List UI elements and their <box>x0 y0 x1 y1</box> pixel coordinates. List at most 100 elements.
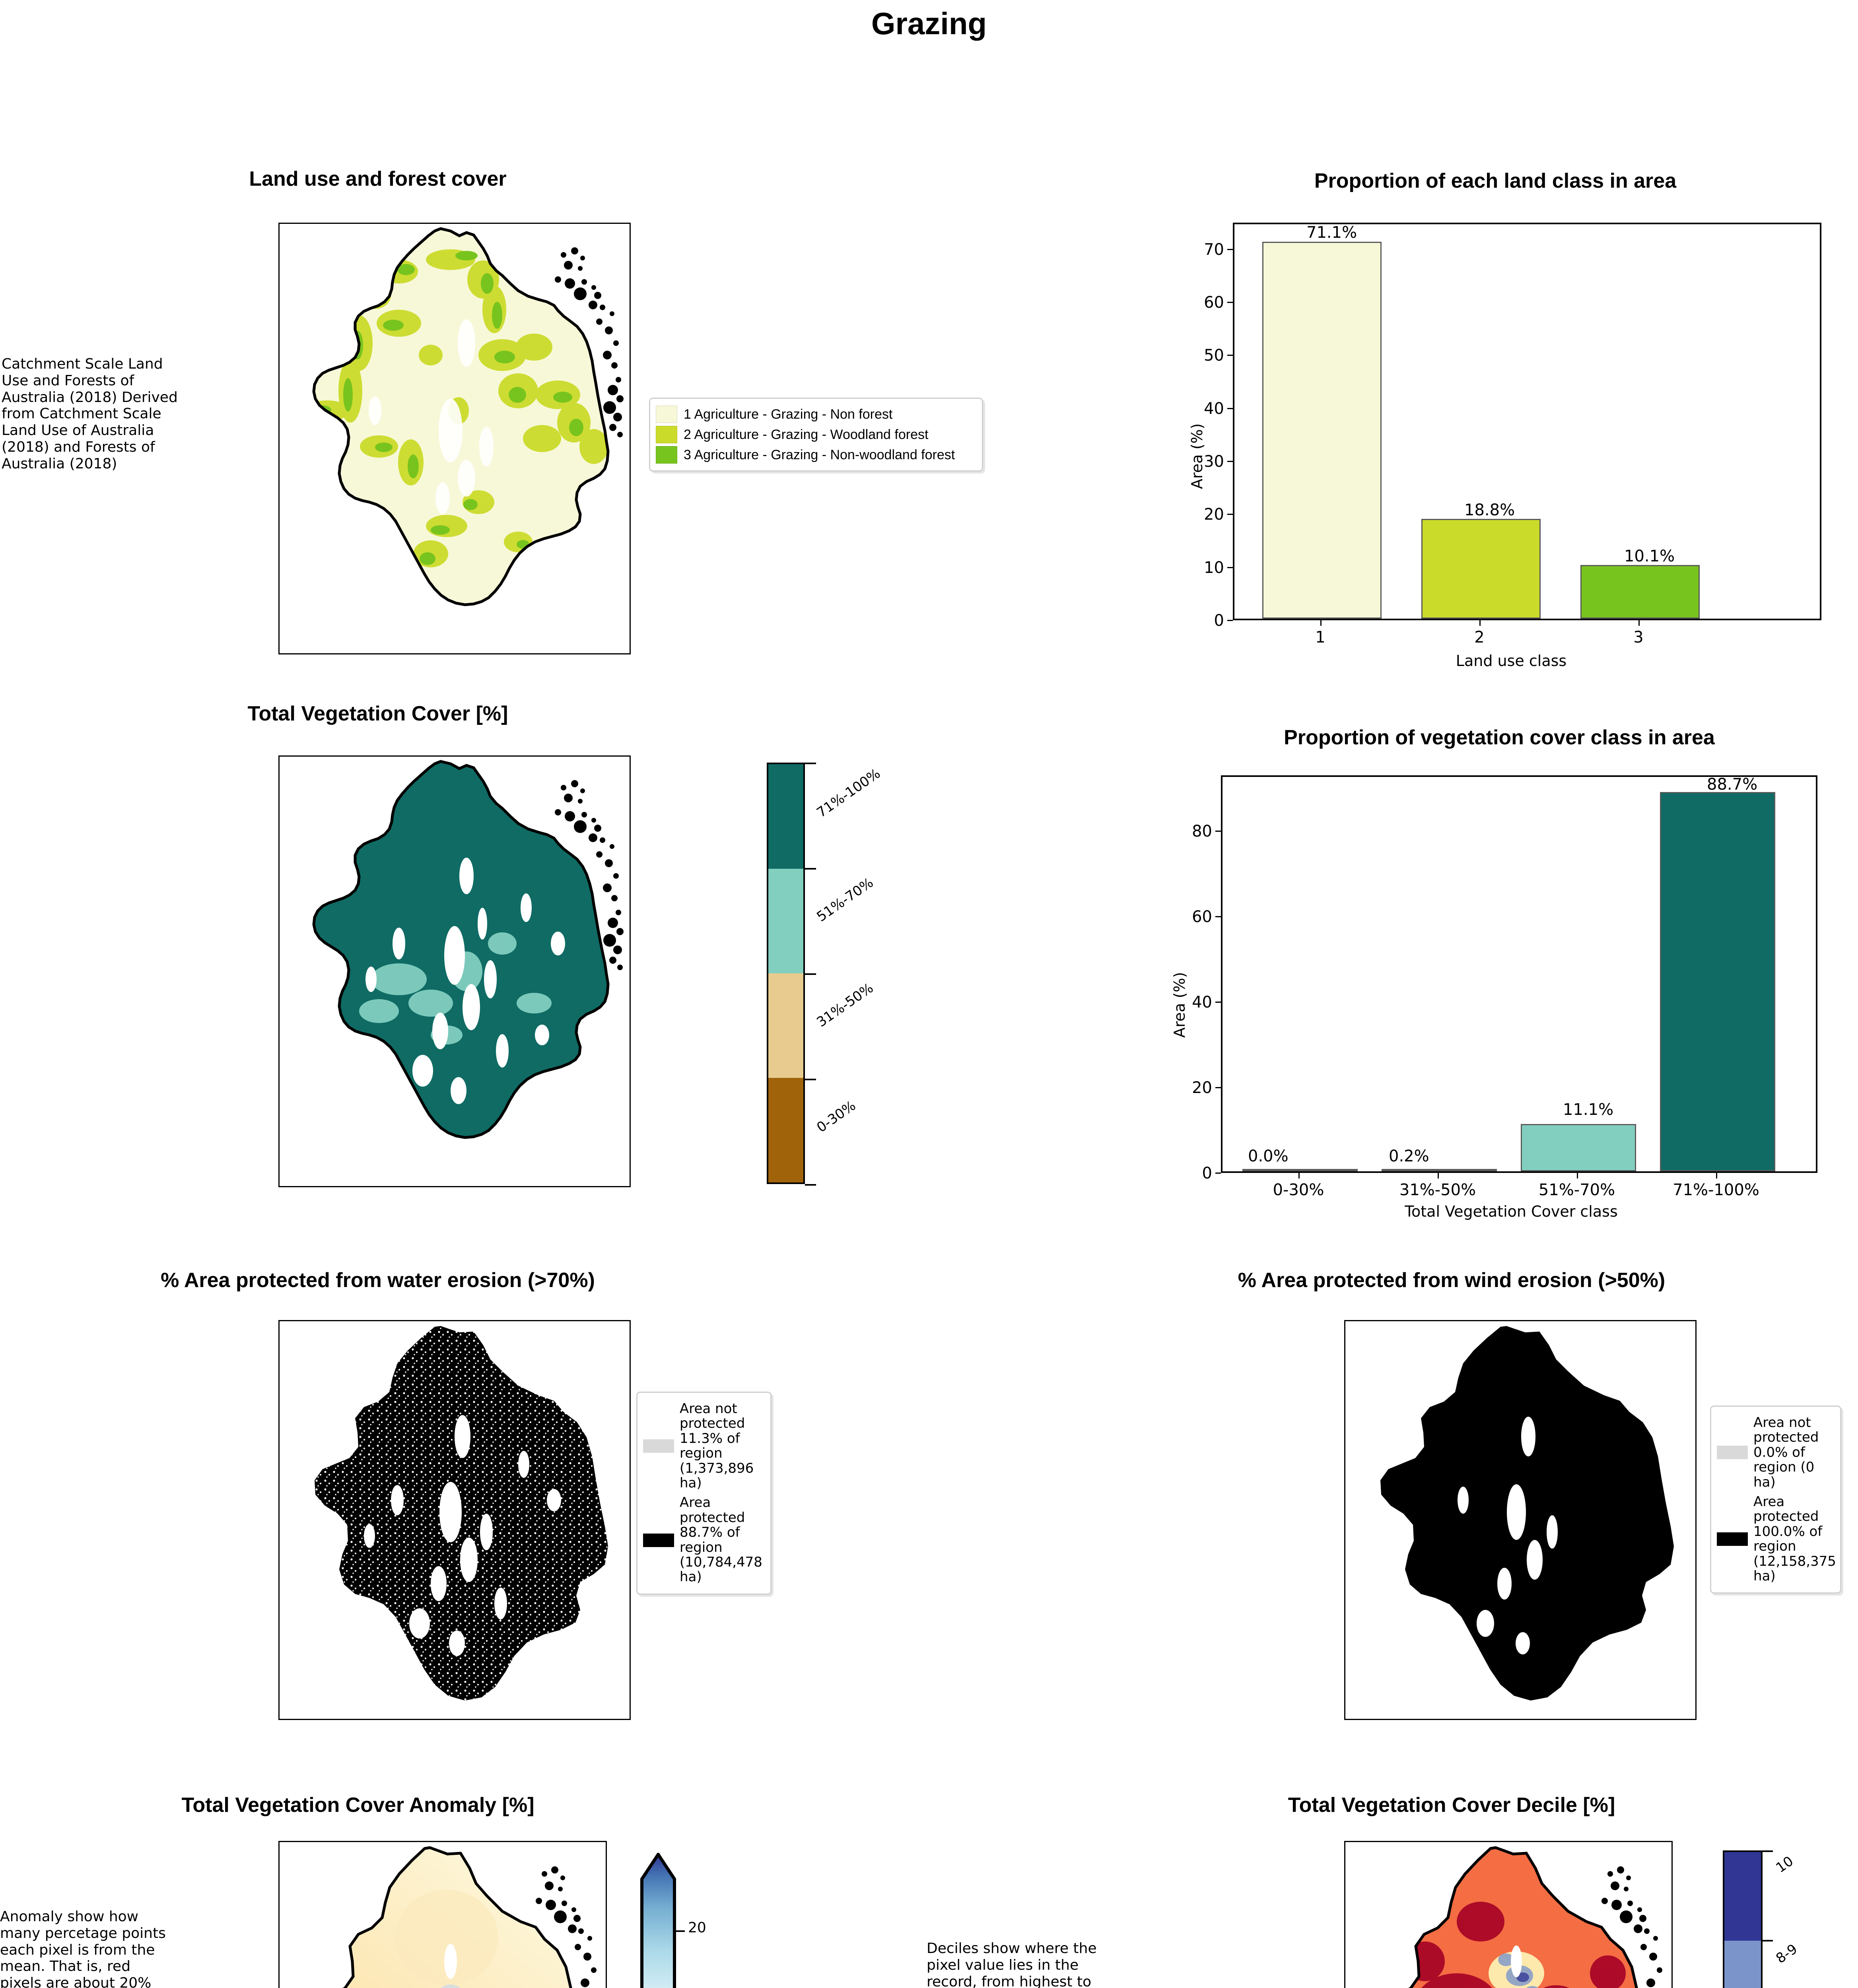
veg-ytick-80: 80 <box>1192 822 1212 841</box>
anomaly-tick-20: 20 <box>688 1920 706 1936</box>
veg-class-chart-axes <box>1221 775 1817 1173</box>
colorbar-label-31-50: 31%-50% <box>814 980 877 1031</box>
legend-item: 1 Agriculture - Grazing - Non forest <box>656 406 976 423</box>
anomaly-panel-title: Total Vegetation Cover Anomaly [%] <box>181 1794 534 1817</box>
legend-swatch-not-protected <box>643 1439 674 1453</box>
colorbar-label-51-70: 51%-70% <box>814 874 877 925</box>
anomaly-map[interactable] <box>278 1841 607 1988</box>
page-title: Grazing <box>871 6 987 41</box>
colorbar-seg-decile-8-9 <box>1724 1941 1761 1988</box>
bar-value-veg-71-100: 88.7% <box>1707 775 1758 794</box>
legend-item: Area protected 100.0% of region (12,158,… <box>1717 1493 1836 1584</box>
veg-ytick-20: 20 <box>1192 1079 1212 1097</box>
legend-item: 2 Agriculture - Grazing - Woodland fores… <box>656 426 976 443</box>
land-class-chart-xlabel: Land use class <box>1456 652 1567 670</box>
colorbar-seg-71-100 <box>768 764 803 869</box>
legend-item: 3 Agriculture - Grazing - Non-woodland f… <box>656 446 976 464</box>
legend-swatch-class3 <box>656 446 677 464</box>
legend-label-class2: 2 Agriculture - Grazing - Woodland fores… <box>684 427 929 442</box>
water-erosion-map-graphic <box>315 1326 608 1701</box>
veg-cover-colorbar <box>767 763 805 1184</box>
land-use-legend: 1 Agriculture - Grazing - Non forest 2 A… <box>649 398 983 472</box>
legend-label-not-protected: Area not protected 0.0% of region (0 ha) <box>1753 1415 1819 1490</box>
ytick-10: 10 <box>1204 559 1224 577</box>
land-use-source-note: Catchment Scale Land Use and Forests of … <box>2 356 178 472</box>
land-use-map-graphic <box>312 227 624 606</box>
veg-cover-map-graphic <box>312 760 624 1139</box>
xtick-class-2: 2 <box>1474 628 1485 646</box>
water-erosion-map[interactable] <box>278 1320 631 1720</box>
decile-label-8-9: 8-9 <box>1773 1941 1800 1967</box>
legend-swatch-class1 <box>656 406 677 423</box>
anomaly-colorbar <box>636 1851 680 1988</box>
ytick-60: 60 <box>1204 293 1224 312</box>
colorbar-seg-51-70 <box>768 869 803 973</box>
legend-swatch-protected <box>643 1533 674 1547</box>
legend-item: Area not protected 11.3% of region (1,37… <box>643 1401 765 1491</box>
ytick-20: 20 <box>1204 505 1224 524</box>
legend-label-protected: Area protected 100.0% of region (12,158,… <box>1753 1493 1836 1584</box>
bar-value-veg-31-50: 0.2% <box>1389 1147 1429 1165</box>
bar-class-3[interactable] <box>1580 565 1700 619</box>
bar-value-veg-51-70: 11.1% <box>1563 1101 1614 1119</box>
veg-class-chart-xlabel: Total Vegetation Cover class <box>1405 1203 1618 1220</box>
veg-class-bar-chart: Area (%) 0.0% 0.2% 11.1% 88.7% 0 20 40 6… <box>1161 767 1837 1220</box>
legend-label-class1: 1 Agriculture - Grazing - Non forest <box>684 406 893 422</box>
ytick-40: 40 <box>1204 400 1224 418</box>
colorbar-seg-decile-10 <box>1724 1852 1761 1941</box>
veg-ytick-0: 0 <box>1202 1164 1212 1182</box>
wind-erosion-panel-title: % Area protected from wind erosion (>50%… <box>1238 1269 1666 1292</box>
veg-ytick-40: 40 <box>1192 993 1212 1011</box>
land-class-chart-title: Proportion of each land class in area <box>1314 169 1677 192</box>
bar-veg-31-50[interactable] <box>1382 1169 1497 1171</box>
decile-map[interactable] <box>1344 1841 1673 1988</box>
land-class-bar-chart: Area (%) 71.1% 18.8% 10.1% 0 10 20 30 40… <box>1177 215 1829 676</box>
xtick-veg-71-100: 71%-100% <box>1673 1181 1759 1199</box>
legend-item: Area protected 88.7% of region (10,784,4… <box>643 1495 765 1584</box>
legend-label-protected: Area protected 88.7% of region (10,784,4… <box>680 1495 762 1585</box>
bar-veg-51-70[interactable] <box>1521 1124 1636 1171</box>
ytick-0: 0 <box>1214 612 1224 630</box>
veg-cover-panel-title: Total Vegetation Cover [%] <box>247 702 508 725</box>
legend-swatch-class2 <box>656 426 677 443</box>
bar-class-1[interactable] <box>1262 242 1382 619</box>
water-erosion-panel-title: % Area protected from water erosion (>70… <box>161 1269 595 1292</box>
xtick-class-1: 1 <box>1315 628 1325 646</box>
anomaly-map-graphic <box>312 1846 597 1988</box>
anomaly-colorbar-graphic <box>640 1851 676 1988</box>
anomaly-explanation: Anomaly show how many percetage points e… <box>0 1908 166 1988</box>
decile-label-10: 10 <box>1773 1853 1796 1876</box>
bar-value-class-1: 71.1% <box>1306 223 1357 242</box>
ytick-50: 50 <box>1204 346 1224 365</box>
colorbar-seg-0-30 <box>768 1078 803 1182</box>
decile-panel-title: Total Vegetation Cover Decile [%] <box>1288 1794 1615 1817</box>
bar-value-class-3: 10.1% <box>1624 547 1675 565</box>
xtick-veg-0-30: 0-30% <box>1273 1181 1324 1199</box>
veg-cover-map[interactable] <box>278 755 631 1187</box>
bar-class-2[interactable] <box>1421 519 1541 619</box>
decile-explanation: Deciles show where the pixel value lies … <box>927 1940 1097 1988</box>
veg-class-chart-title: Proportion of vegetation cover class in … <box>1284 726 1715 749</box>
wind-erosion-legend: Area not protected 0.0% of region (0 ha)… <box>1710 1406 1841 1594</box>
bar-veg-0-30[interactable] <box>1242 1169 1358 1171</box>
bar-value-class-2: 18.8% <box>1464 501 1515 519</box>
ytick-70: 70 <box>1204 241 1224 259</box>
legend-label-not-protected: Area not protected 11.3% of region (1,37… <box>680 1401 754 1491</box>
bar-veg-71-100[interactable] <box>1660 792 1775 1171</box>
decile-map-graphic <box>1378 1846 1662 1988</box>
legend-label-class3: 3 Agriculture - Grazing - Non-woodland f… <box>684 447 955 462</box>
xtick-class-3: 3 <box>1633 628 1644 646</box>
ytick-30: 30 <box>1204 452 1224 471</box>
veg-ytick-60: 60 <box>1192 908 1212 926</box>
legend-item: Area not protected 0.0% of region (0 ha) <box>1717 1415 1835 1490</box>
xtick-veg-51-70: 51%-70% <box>1538 1181 1615 1199</box>
legend-swatch-not-protected <box>1717 1446 1748 1460</box>
water-erosion-legend: Area not protected 11.3% of region (1,37… <box>636 1392 772 1595</box>
colorbar-label-0-30: 0-30% <box>814 1097 859 1136</box>
wind-erosion-map-graphic <box>1380 1326 1674 1701</box>
bar-value-veg-0-30: 0.0% <box>1248 1147 1289 1165</box>
land-use-panel-title: Land use and forest cover <box>249 167 507 190</box>
wind-erosion-map[interactable] <box>1344 1320 1697 1720</box>
land-use-map[interactable] <box>278 223 631 654</box>
land-class-chart-axes <box>1233 223 1821 620</box>
